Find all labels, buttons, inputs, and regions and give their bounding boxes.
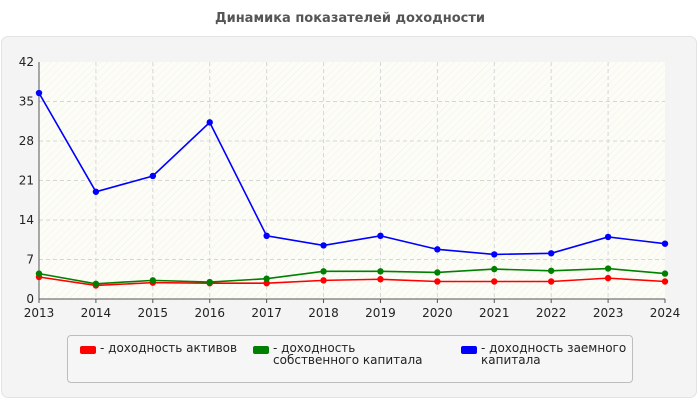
data-point-0 bbox=[263, 280, 270, 287]
data-point-2 bbox=[320, 242, 327, 249]
y-tick-label: 28 bbox=[19, 134, 34, 148]
data-point-2 bbox=[491, 251, 498, 258]
legend-label-equity: - доходность собственного капитала bbox=[273, 341, 423, 367]
data-point-0 bbox=[491, 278, 498, 285]
data-point-1 bbox=[434, 269, 441, 276]
data-point-0 bbox=[661, 278, 669, 285]
x-tick-label: 2024 bbox=[650, 306, 681, 320]
x-tick-label: 2018 bbox=[308, 306, 339, 320]
series-line-0 bbox=[38, 276, 666, 287]
data-point-0 bbox=[320, 277, 327, 284]
legend-swatch-assets bbox=[80, 346, 96, 354]
data-point-1 bbox=[491, 265, 498, 273]
series-line-2 bbox=[38, 92, 666, 256]
data-point-1 bbox=[35, 270, 43, 277]
y-tick-label: 14 bbox=[19, 213, 34, 227]
data-point-1 bbox=[92, 280, 100, 287]
data-point-1 bbox=[661, 270, 669, 277]
x-tick-label: 2014 bbox=[81, 306, 112, 320]
x-tick-label: 2021 bbox=[479, 306, 510, 320]
chart-title: Динамика показателей доходности bbox=[215, 11, 485, 26]
legend-swatch-debt bbox=[461, 346, 477, 354]
legend-label-assets: - доходность активов bbox=[100, 341, 238, 355]
x-tick-label: 2017 bbox=[251, 306, 282, 320]
x-tick-label: 2023 bbox=[593, 306, 624, 320]
data-point-2 bbox=[547, 250, 555, 257]
x-tick-label: 2013 bbox=[24, 306, 55, 320]
x-tick-label: 2020 bbox=[422, 306, 453, 320]
y-tick-label: 0 bbox=[26, 292, 34, 306]
data-point-2 bbox=[661, 240, 669, 247]
x-tick-label: 2022 bbox=[536, 306, 567, 320]
data-point-2 bbox=[434, 246, 441, 253]
legend-swatch-equity bbox=[253, 346, 269, 354]
chart-legend: - доходность активов - доходность собств… bbox=[67, 335, 633, 383]
data-point-1 bbox=[206, 278, 213, 286]
data-point-1 bbox=[263, 275, 270, 282]
data-point-0 bbox=[604, 274, 612, 282]
y-tick-label: 42 bbox=[19, 55, 34, 69]
data-point-2 bbox=[206, 119, 213, 126]
data-point-2 bbox=[377, 232, 384, 239]
data-point-0 bbox=[547, 278, 555, 285]
data-point-1 bbox=[604, 265, 612, 272]
data-point-2 bbox=[35, 89, 43, 97]
data-point-2 bbox=[92, 188, 100, 195]
data-point-2 bbox=[149, 172, 157, 180]
series-line-1 bbox=[38, 267, 666, 285]
y-tick-label: 21 bbox=[19, 174, 34, 188]
x-tick-label: 2019 bbox=[365, 306, 396, 320]
x-tick-label: 2015 bbox=[138, 306, 169, 320]
legend-label-debt: - доходность заемного капитала bbox=[481, 341, 627, 367]
data-point-2 bbox=[604, 233, 612, 241]
x-tick-label: 2016 bbox=[194, 306, 225, 320]
y-tick-label: 7 bbox=[26, 253, 34, 267]
legend-item-equity: - доходность собственного капитала bbox=[253, 342, 445, 366]
data-point-1 bbox=[377, 268, 384, 275]
data-point-1 bbox=[320, 268, 327, 275]
legend-item-debt: - доходность заемного капитала bbox=[461, 342, 631, 366]
data-point-1 bbox=[547, 267, 555, 274]
data-point-0 bbox=[434, 278, 441, 285]
y-tick-label: 35 bbox=[19, 95, 34, 109]
data-point-2 bbox=[263, 232, 270, 239]
data-point-1 bbox=[149, 277, 157, 284]
legend-item-assets: - доходность активов bbox=[80, 342, 250, 354]
data-point-0 bbox=[377, 276, 384, 283]
